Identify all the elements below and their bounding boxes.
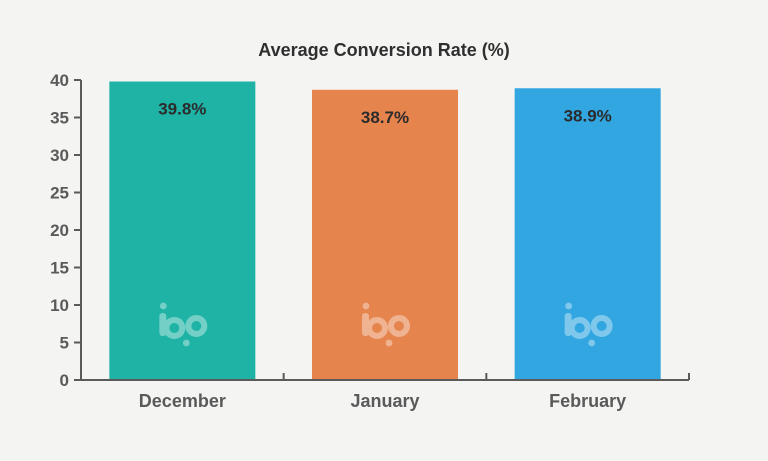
y-tick-label: 20	[50, 221, 69, 240]
bars: 39.8% 38.7% 38.9%	[109, 81, 661, 379]
x-category-label: December	[139, 391, 226, 411]
y-tick-label: 40	[50, 71, 69, 90]
x-category-label: February	[549, 391, 626, 411]
bar-january	[312, 89, 458, 379]
bar-december	[109, 81, 256, 379]
y-axis: 0 5 10 15 20 25 30 35 40	[50, 71, 82, 390]
bar-group-december: 39.8%	[109, 81, 256, 379]
chart-title: Average Conversion Rate (%)	[258, 40, 509, 60]
bp-logo-icon	[159, 302, 208, 347]
y-tick-label: 30	[50, 146, 69, 165]
bp-logo-icon	[564, 302, 613, 347]
y-tick-label: 35	[50, 109, 69, 128]
y-tick-label: 10	[50, 296, 69, 315]
y-tick-label: 0	[60, 371, 69, 390]
y-tick-label: 15	[50, 259, 69, 278]
data-label: 39.8%	[158, 100, 206, 119]
bp-logo-icon	[362, 302, 410, 347]
bar-february	[514, 88, 661, 379]
y-tick-label: 25	[50, 184, 69, 203]
x-axis: December January February	[81, 373, 690, 411]
y-tick-label: 5	[60, 334, 69, 353]
data-label: 38.9%	[564, 106, 612, 125]
bar-group-january: 38.7%	[312, 89, 458, 379]
bar-group-february: 38.9%	[514, 88, 661, 379]
data-label: 38.7%	[361, 108, 409, 127]
x-category-label: January	[350, 391, 419, 411]
